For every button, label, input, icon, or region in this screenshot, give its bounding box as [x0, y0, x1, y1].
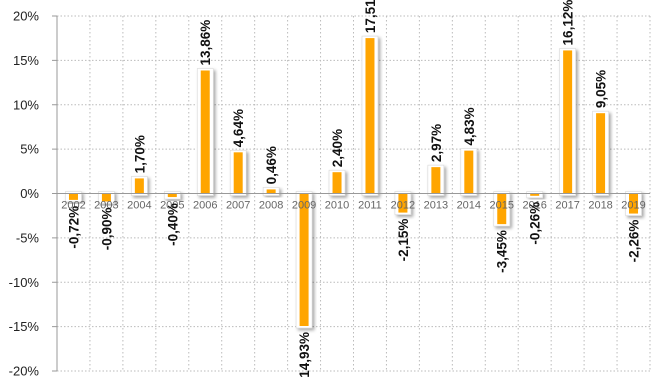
x-tick-label: 2013 — [424, 200, 448, 212]
bar — [167, 193, 177, 198]
y-tick-label: 15% — [13, 53, 39, 68]
bar — [332, 172, 342, 194]
data-label: 4,83% — [462, 107, 477, 145]
x-tick-label: 2016 — [522, 200, 546, 212]
bar — [365, 38, 375, 194]
bar — [68, 193, 78, 200]
x-tick-label: 2014 — [457, 200, 481, 212]
x-tick-label: 2008 — [259, 200, 283, 212]
label-layer: 20% 15% 10% 5% 0% -5% -10% -15% -20% 2002 2003 2004… — [9, 0, 646, 378]
y-tick-label: 10% — [13, 97, 39, 112]
y-tick-label: -5% — [16, 230, 40, 245]
data-label: 4,64% — [231, 109, 246, 147]
data-label: 2,40% — [330, 129, 345, 167]
data-label: 0,46% — [264, 146, 279, 184]
bar — [464, 150, 474, 194]
x-tick-label: 2009 — [292, 200, 316, 212]
bar — [629, 193, 639, 214]
bar — [299, 193, 309, 327]
x-tick-label: 2018 — [588, 200, 612, 212]
x-tick-label: 2006 — [193, 200, 217, 212]
bar-layer — [65, 35, 642, 329]
y-tick-label: -10% — [9, 275, 40, 290]
x-tick-label: 2019 — [621, 200, 645, 212]
x-tick-label: 2007 — [226, 200, 250, 212]
axis-layer — [52, 15, 650, 372]
bar — [497, 193, 507, 225]
bar — [233, 152, 243, 194]
data-label: -0,90% — [99, 207, 114, 250]
y-tick-label: 5% — [20, 142, 39, 157]
x-tick-label: 2003 — [94, 200, 118, 212]
data-label: 17,51% — [363, 0, 378, 33]
data-label: 1,70% — [132, 135, 147, 173]
bar — [563, 50, 573, 194]
y-tick-label: -15% — [9, 319, 40, 334]
bar — [101, 193, 111, 202]
x-tick-label: 2012 — [391, 200, 415, 212]
data-label: -14,93% — [297, 332, 312, 378]
bar — [266, 189, 276, 194]
grid-layer — [56, 15, 651, 372]
data-label: -0,72% — [66, 206, 81, 249]
data-label: -2,26% — [627, 220, 642, 263]
data-label: 16,12% — [561, 0, 576, 45]
data-label: -2,15% — [396, 219, 411, 262]
x-tick-label: 2004 — [127, 200, 151, 212]
x-tick-label: 2002 — [61, 200, 85, 212]
y-tick-label: 0% — [20, 186, 39, 201]
bar — [530, 193, 540, 196]
bar — [398, 193, 408, 213]
x-tick-label: 2017 — [555, 200, 579, 212]
bar — [596, 113, 606, 194]
x-tick-label: 2015 — [490, 200, 514, 212]
bar — [200, 70, 210, 194]
data-label: -0,40% — [165, 203, 180, 246]
x-tick-label: 2011 — [358, 200, 382, 212]
y-tick-label: 20% — [13, 9, 39, 24]
bar — [134, 178, 144, 194]
x-tick-label: 2010 — [325, 200, 349, 212]
data-label: 2,97% — [429, 124, 444, 162]
data-label: 13,86% — [198, 20, 213, 66]
bar — [431, 167, 441, 194]
data-label: -3,45% — [495, 230, 510, 273]
data-label: 9,05% — [594, 70, 609, 108]
data-label: -0,26% — [528, 202, 543, 245]
y-tick-label: -20% — [9, 364, 40, 378]
x-tick-label: 2005 — [160, 200, 184, 212]
